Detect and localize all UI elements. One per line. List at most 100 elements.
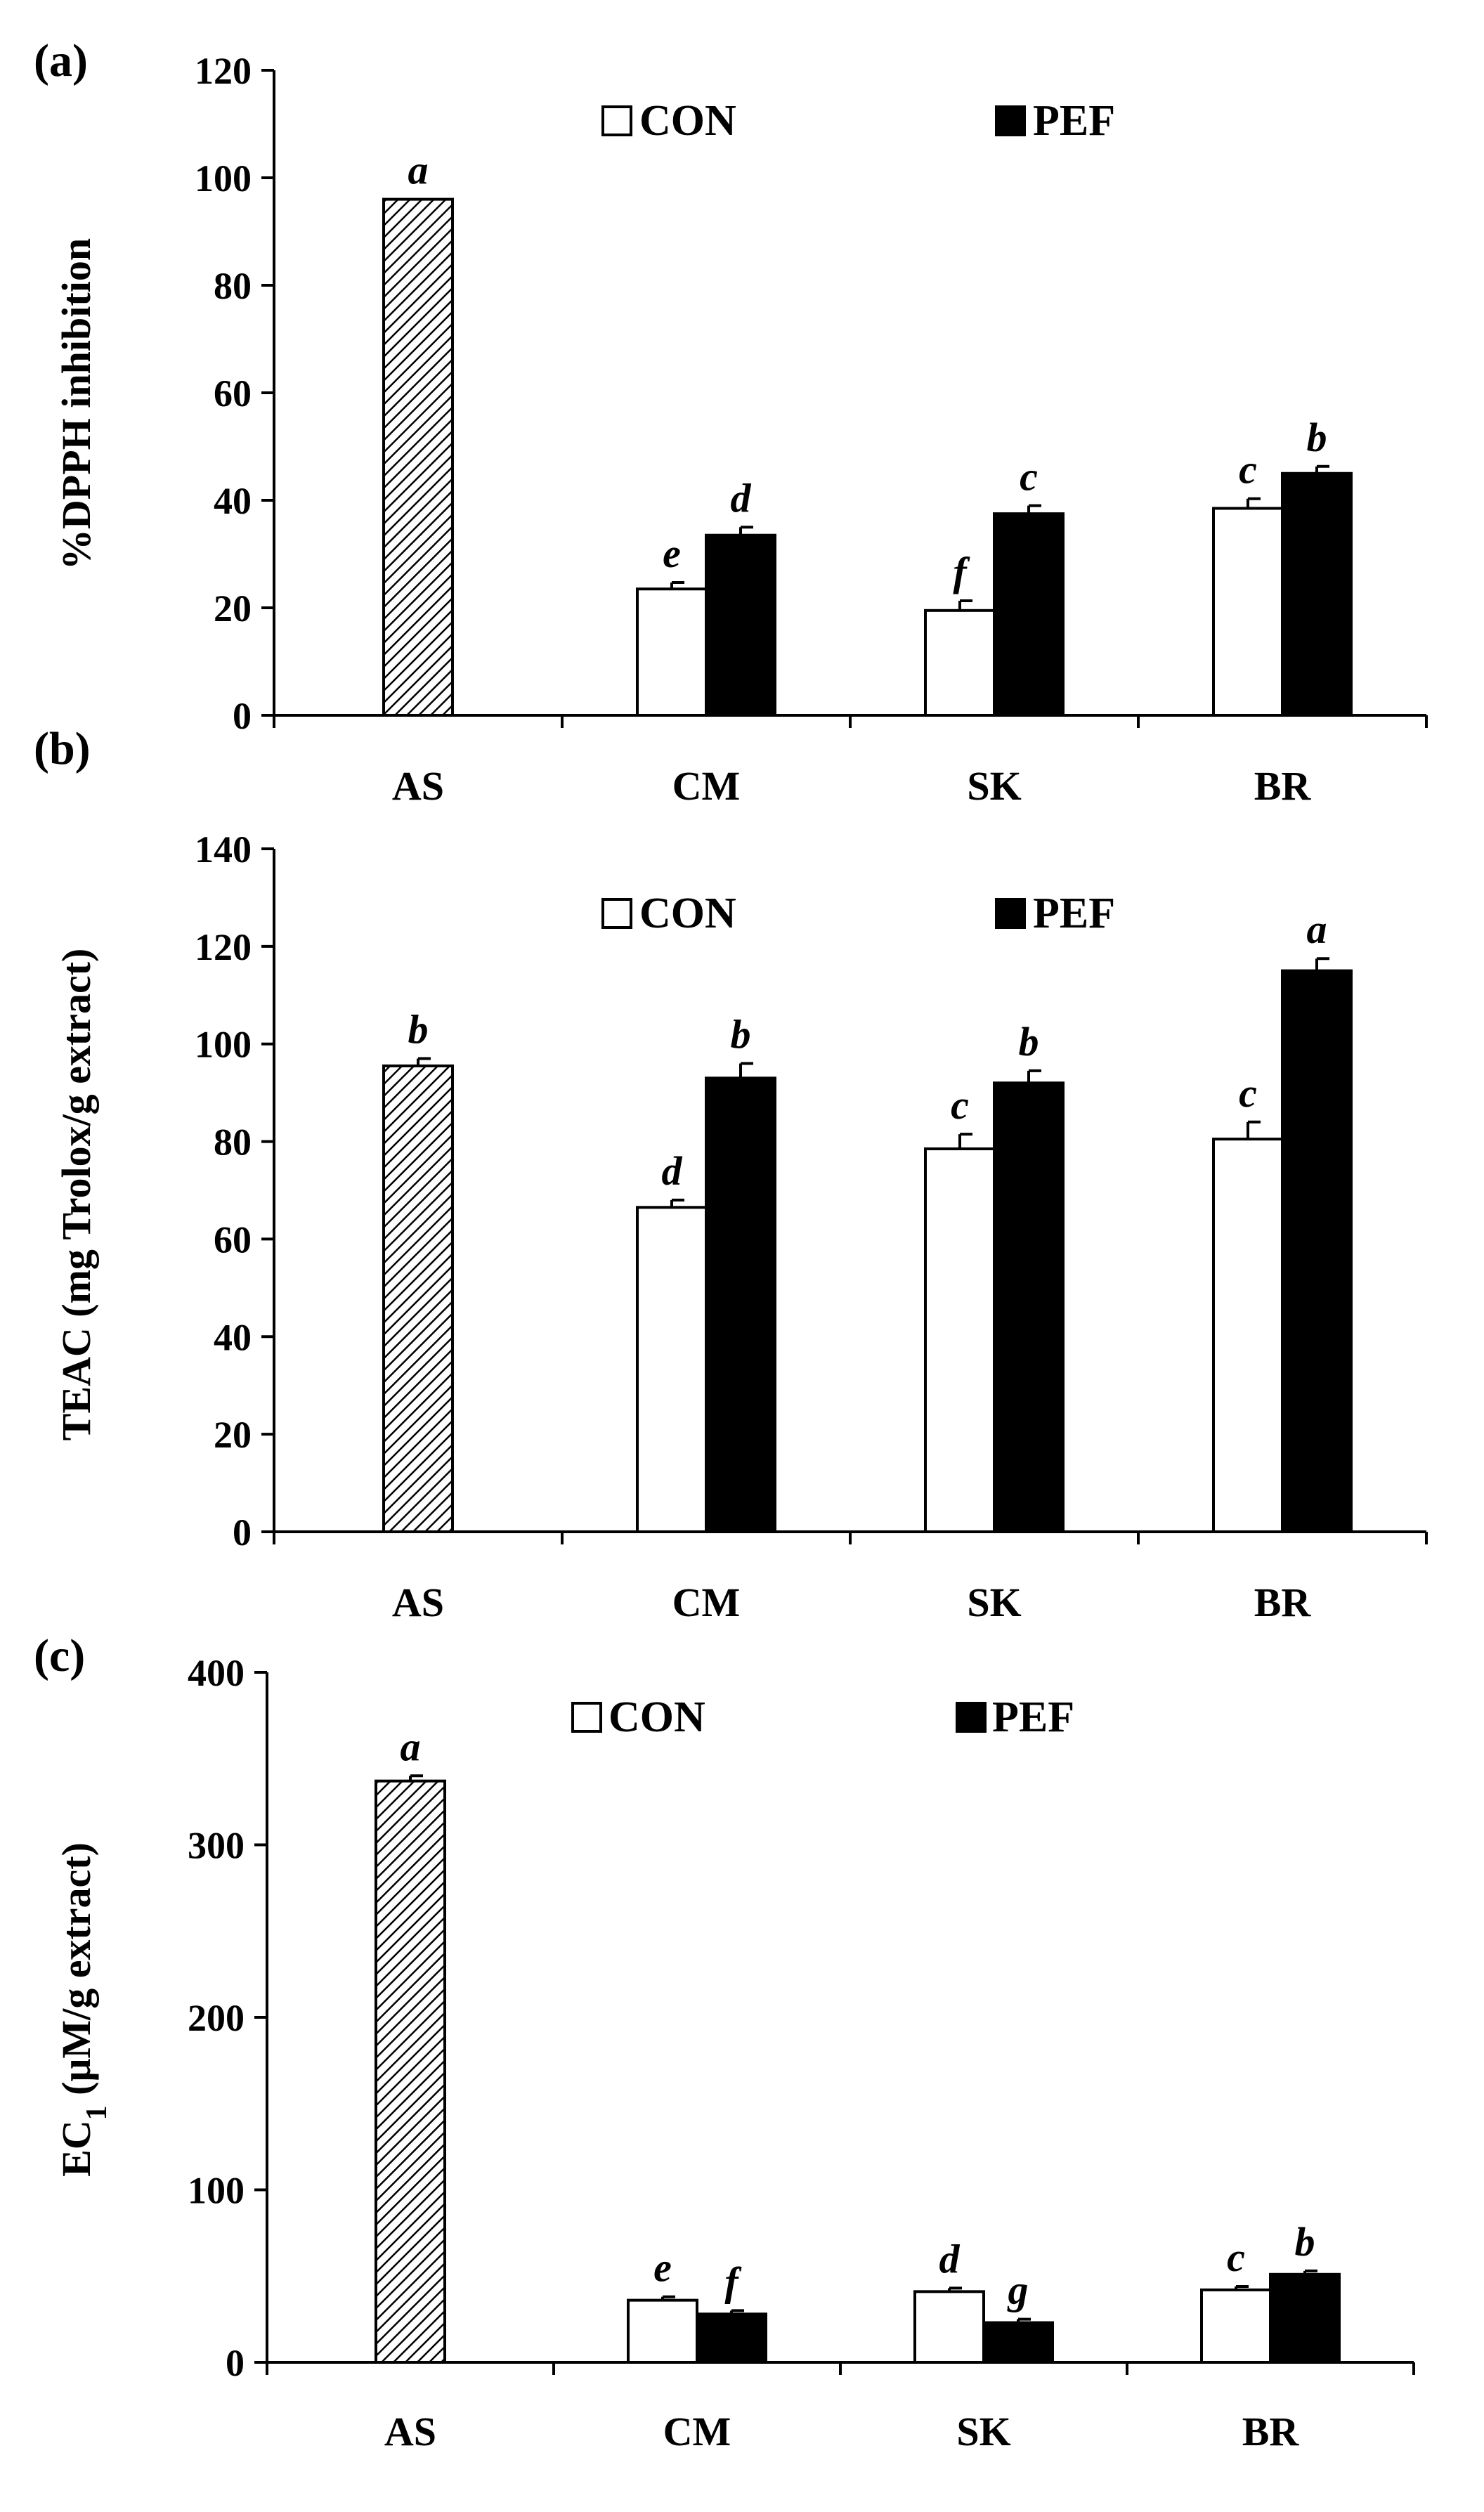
- significance-letter: d: [662, 1148, 683, 1194]
- significance-letter: b: [731, 1011, 751, 1057]
- y-tick-label: 40: [214, 1316, 252, 1358]
- y-tick-label: 80: [214, 1121, 252, 1164]
- legend: CON PEF: [601, 97, 1115, 145]
- bar-pef: [982, 2321, 1054, 2364]
- x-category-label: AS: [392, 1580, 444, 1625]
- legend-swatch-pef: [956, 1702, 987, 1733]
- y-tick-label: 200: [188, 1997, 245, 2039]
- significance-letter: b: [408, 1007, 429, 1053]
- y-axis-label: EC1 (μM/g extract): [53, 1842, 113, 2177]
- bar-con: [1212, 507, 1284, 717]
- significance-letter: e: [653, 2245, 672, 2291]
- significance-letter: b: [1295, 2219, 1315, 2265]
- significance-letter: b: [1019, 1019, 1039, 1065]
- significance-letter: c: [1227, 2234, 1245, 2280]
- bar-con: [913, 2290, 985, 2364]
- y-tick-label: 120: [195, 926, 252, 968]
- significance-letter: a: [408, 148, 429, 193]
- significance-letter: c: [951, 1082, 969, 1128]
- y-axis-label: TEAC (mg Trolox/g extract): [53, 949, 99, 1441]
- significance-letter: g: [1007, 2267, 1029, 2313]
- x-category-label: SK: [967, 763, 1021, 809]
- bar-con: [924, 1147, 996, 1533]
- x-category-label: CM: [663, 2409, 731, 2454]
- y-tick-label: 60: [214, 1218, 252, 1261]
- bar-pef: [705, 1076, 776, 1534]
- y-tick-label: 100: [195, 1024, 252, 1066]
- bar-con: [1212, 1138, 1284, 1533]
- significance-letter: b: [1307, 415, 1327, 460]
- y-tick-label: 120: [195, 50, 252, 92]
- x-category-label: BR: [1242, 2409, 1300, 2454]
- bar-as: [375, 1779, 446, 2364]
- bar-pef: [1281, 471, 1353, 717]
- bar-pef: [696, 2312, 767, 2364]
- panel-a: (a) %DPPH inhibition CON PEF 0 20 40 60 80 10…: [34, 35, 1428, 809]
- significance-letter: f: [953, 549, 970, 594]
- y-tick-label: 20: [214, 1414, 252, 1456]
- panel-label: (b): [34, 723, 91, 774]
- x-category-label: BR: [1254, 763, 1312, 809]
- bar-con: [924, 609, 996, 717]
- panel-label: (c): [34, 1630, 85, 1681]
- bar-pef: [993, 1081, 1065, 1534]
- bar-con: [636, 587, 708, 717]
- x-category-label: CM: [672, 1580, 741, 1625]
- significance-letter: a: [401, 1724, 421, 1769]
- x-category-label: BR: [1254, 1580, 1312, 1625]
- legend-label-con: CON: [608, 1693, 705, 1741]
- x-category-label: CM: [672, 763, 741, 809]
- x-category-label: AS: [392, 763, 444, 809]
- legend-swatch-con: [571, 1702, 602, 1733]
- y-axis-label-subscript: 1: [81, 2105, 113, 2120]
- bar-pef: [993, 512, 1065, 717]
- bar-pef: [1269, 2272, 1341, 2364]
- bar-con: [627, 2298, 698, 2364]
- y-tick-label: 20: [214, 587, 252, 630]
- y-tick-label: 140: [195, 828, 252, 871]
- legend-swatch-con: [601, 105, 632, 136]
- significance-letter: f: [724, 2258, 742, 2304]
- y-tick-label: 0: [226, 2342, 245, 2384]
- legend-label-pef: PEF: [992, 1693, 1074, 1741]
- y-tick-label: 80: [214, 265, 252, 307]
- significance-letter: d: [731, 475, 752, 521]
- legend: CON PEF: [601, 890, 1115, 937]
- legend-swatch-pef: [995, 898, 1026, 929]
- bar-pef: [705, 533, 776, 717]
- y-tick-label: 400: [188, 1652, 245, 1694]
- x-category-label: AS: [384, 2409, 436, 2454]
- y-tick-label: 300: [188, 1825, 245, 1867]
- y-axis-label: %DPPH inhibition: [53, 238, 99, 570]
- panel-label: (a): [34, 35, 88, 86]
- y-axis-label-units: (μM/g extract): [53, 1842, 99, 2105]
- bar-as: [382, 1064, 454, 1533]
- legend-label-con: CON: [639, 97, 736, 145]
- bar-as: [382, 197, 454, 717]
- bar-pef: [1281, 969, 1353, 1533]
- x-category-label: SK: [956, 2409, 1010, 2454]
- bar-con: [1200, 2288, 1272, 2364]
- x-category-label: SK: [967, 1580, 1021, 1625]
- legend-label-pef: PEF: [1033, 97, 1115, 145]
- y-tick-label: 0: [233, 1511, 252, 1554]
- y-tick-label: 0: [233, 695, 252, 737]
- y-axis-label-main: EC: [53, 2120, 99, 2177]
- significance-letter: d: [939, 2236, 961, 2282]
- legend: CON PEF: [571, 1693, 1074, 1741]
- y-tick-label: 100: [195, 157, 252, 200]
- y-tick-label: 60: [214, 372, 252, 415]
- significance-letter: e: [663, 531, 681, 576]
- bar-con: [636, 1206, 708, 1534]
- y-tick-label: 40: [214, 480, 252, 522]
- legend-swatch-con: [601, 898, 632, 929]
- legend-swatch-pef: [995, 105, 1026, 136]
- significance-letter: c: [1239, 1070, 1257, 1116]
- y-tick-label: 100: [188, 2170, 245, 2212]
- panel-b: (b) TEAC (mg Trolox/g extract) CON PEF 0…: [34, 723, 1428, 1625]
- significance-letter: c: [1239, 447, 1257, 493]
- significance-letter: a: [1307, 906, 1327, 952]
- legend-label-con: CON: [639, 890, 736, 937]
- panel-c: (c) EC1 (μM/g extract) CON PEF 0 100 200 30…: [34, 1630, 1415, 2454]
